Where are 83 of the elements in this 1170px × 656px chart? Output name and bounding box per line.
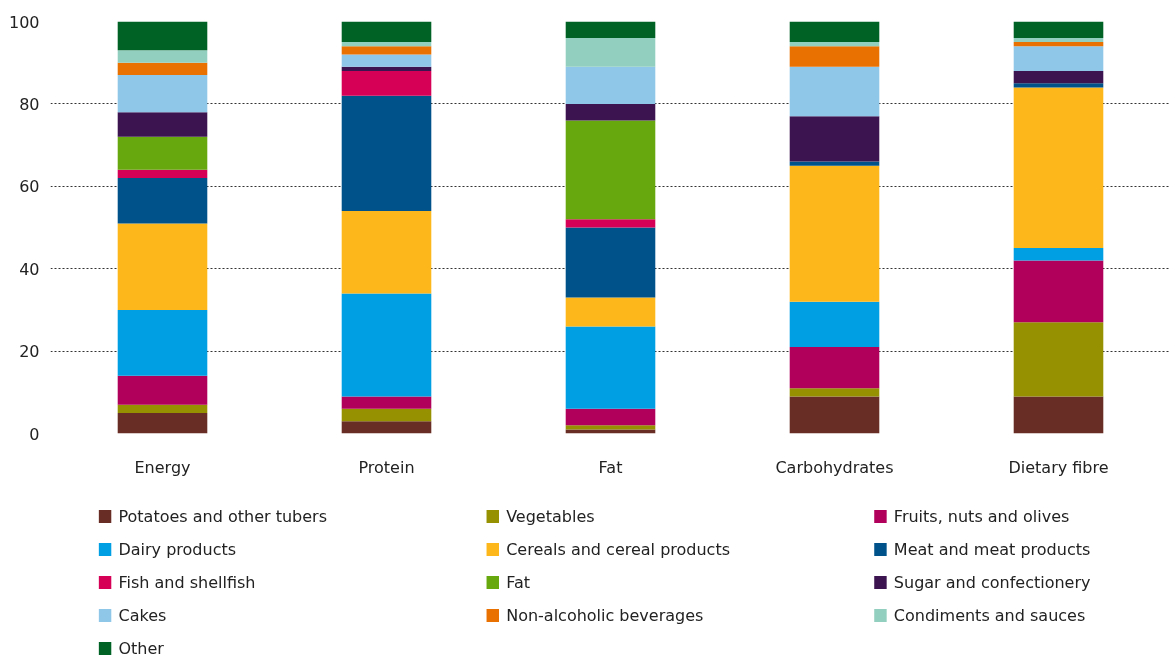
bar	[117, 223, 208, 310]
x-tick-label: Fat	[598, 457, 623, 477]
bar	[1013, 260, 1104, 323]
bar	[117, 375, 208, 405]
legend-label: Fruits, nuts and olives	[893, 507, 1070, 526]
legend-label: Other	[118, 639, 165, 656]
y-tick-label: 40	[19, 259, 40, 279]
legend-label: Condiments and sauces	[893, 606, 1086, 625]
bar	[341, 408, 432, 422]
bar	[565, 37, 656, 67]
bar	[341, 95, 432, 212]
x-tick-label: Energy	[134, 457, 191, 477]
bar	[565, 219, 656, 228]
bar	[565, 297, 656, 327]
legend-label: Fish and shellfish	[118, 573, 256, 592]
bar	[789, 116, 880, 162]
bar	[1013, 37, 1104, 43]
bar	[1013, 46, 1104, 71]
y-tick-label: 20	[19, 342, 40, 362]
bar	[565, 227, 656, 298]
bar	[117, 178, 208, 224]
bar	[789, 396, 880, 434]
bar	[1013, 87, 1104, 249]
bar	[341, 396, 432, 409]
bar	[789, 301, 880, 347]
bar	[789, 42, 880, 47]
bar	[1013, 322, 1104, 397]
bar	[565, 429, 656, 434]
bar	[789, 165, 880, 302]
bar	[1013, 396, 1104, 434]
bar	[565, 425, 656, 430]
bar	[565, 408, 656, 426]
legend-label: Vegetables	[506, 507, 595, 526]
bar	[789, 161, 880, 166]
legend-label: Dairy products	[118, 540, 237, 559]
bar	[789, 21, 880, 43]
y-tick-label: 80	[19, 94, 40, 114]
bar	[1013, 248, 1104, 261]
bar	[117, 309, 208, 376]
bar	[341, 421, 432, 434]
bar	[565, 21, 656, 38]
bar	[117, 50, 208, 63]
y-tick-label: 100	[8, 12, 40, 32]
bar	[789, 66, 880, 117]
bar	[341, 46, 432, 55]
bar	[117, 404, 208, 413]
bar	[117, 75, 208, 113]
bar	[341, 21, 432, 43]
bar	[341, 54, 432, 67]
bar	[117, 136, 208, 170]
legend-label: Cakes	[118, 606, 167, 625]
bar	[565, 66, 656, 104]
bar	[117, 112, 208, 137]
legend-label: Cereals and cereal products	[506, 540, 731, 559]
bar	[341, 211, 432, 294]
bar	[565, 120, 656, 220]
bar	[341, 42, 432, 47]
legend-label: Fat	[506, 573, 530, 592]
bar	[117, 412, 208, 434]
bar	[341, 66, 432, 71]
legend-label: Non-alcoholic beverages	[506, 606, 704, 625]
x-tick-label: Carbohydrates	[775, 457, 894, 477]
bar	[117, 62, 208, 76]
bar	[565, 326, 656, 409]
x-tick-label: Dietary fibre	[1008, 457, 1109, 477]
y-tick-label: 60	[19, 177, 40, 197]
y-tick-label: 0	[29, 424, 40, 444]
bar	[789, 388, 880, 397]
bar	[789, 46, 880, 67]
bar	[341, 70, 432, 96]
legend-label: Meat and meat products	[893, 540, 1091, 559]
legend-label: Potatoes and other tubers	[118, 507, 327, 526]
bar	[341, 293, 432, 397]
bar	[1013, 42, 1104, 47]
bar	[1013, 21, 1104, 38]
bar	[565, 103, 656, 121]
bar	[117, 169, 208, 179]
legend-label: Sugar and confectionery	[893, 573, 1091, 592]
bar	[789, 346, 880, 389]
x-tick-label: Protein	[358, 457, 415, 477]
bar	[1013, 70, 1104, 84]
bar	[117, 21, 208, 51]
bar	[1013, 83, 1104, 88]
